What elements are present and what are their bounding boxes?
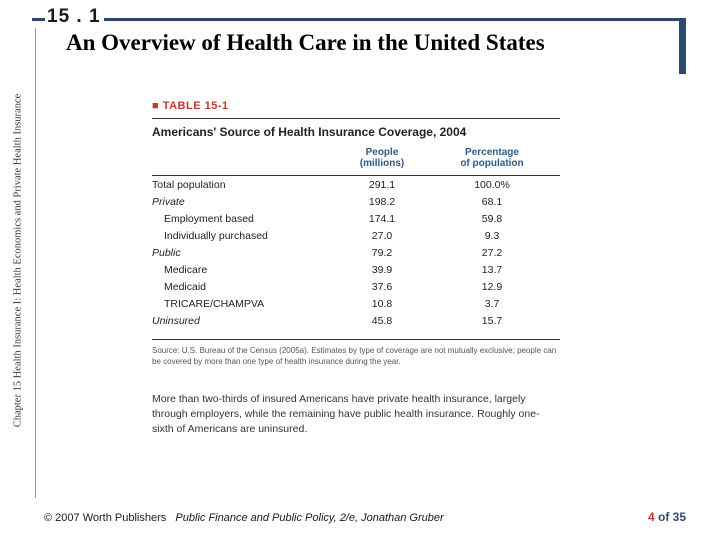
table-label: ■ TABLE 15-1 bbox=[152, 100, 560, 112]
page-title: An Overview of Health Care in the United… bbox=[66, 30, 545, 56]
top-rule-left bbox=[32, 18, 45, 21]
col-people-header: People(millions) bbox=[332, 147, 432, 169]
table-header-row: People(millions) Percentageof population bbox=[152, 143, 560, 176]
table-row: Employment based174.159.8 bbox=[152, 210, 560, 227]
page-counter: 4 of 35 bbox=[648, 510, 686, 524]
right-accent-bar bbox=[679, 18, 686, 74]
table-row: Public79.227.2 bbox=[152, 244, 560, 261]
chapter-sidebar-text: Chapter 15 Health Insurance I: Health Ec… bbox=[13, 21, 24, 501]
table-title: Americans' Source of Health Insurance Co… bbox=[152, 118, 560, 143]
table-row: Private198.268.1 bbox=[152, 193, 560, 210]
table-row: Medicare39.913.7 bbox=[152, 261, 560, 278]
table-row: TRICARE/CHAMPVA10.83.7 bbox=[152, 295, 560, 312]
top-rule-right bbox=[104, 18, 686, 21]
table-caption: More than two-thirds of insured American… bbox=[152, 392, 560, 438]
left-vertical-rule bbox=[35, 28, 36, 498]
table-row: Total population291.1100.0% bbox=[152, 176, 560, 193]
table-row: Individually purchased27.09.3 bbox=[152, 227, 560, 244]
table-source-note: Source: U.S. Bureau of the Census (2005a… bbox=[152, 339, 560, 368]
table-row: Medicaid37.612.9 bbox=[152, 278, 560, 295]
table-15-1: ■ TABLE 15-1 Americans' Source of Health… bbox=[152, 100, 560, 368]
section-number: 15 . 1 bbox=[47, 6, 101, 28]
col-pct-header: Percentageof population bbox=[432, 147, 552, 169]
table-row: Uninsured45.815.7 bbox=[152, 312, 560, 329]
footer-copyright: © 2007 Worth Publishers Public Finance a… bbox=[44, 512, 444, 524]
